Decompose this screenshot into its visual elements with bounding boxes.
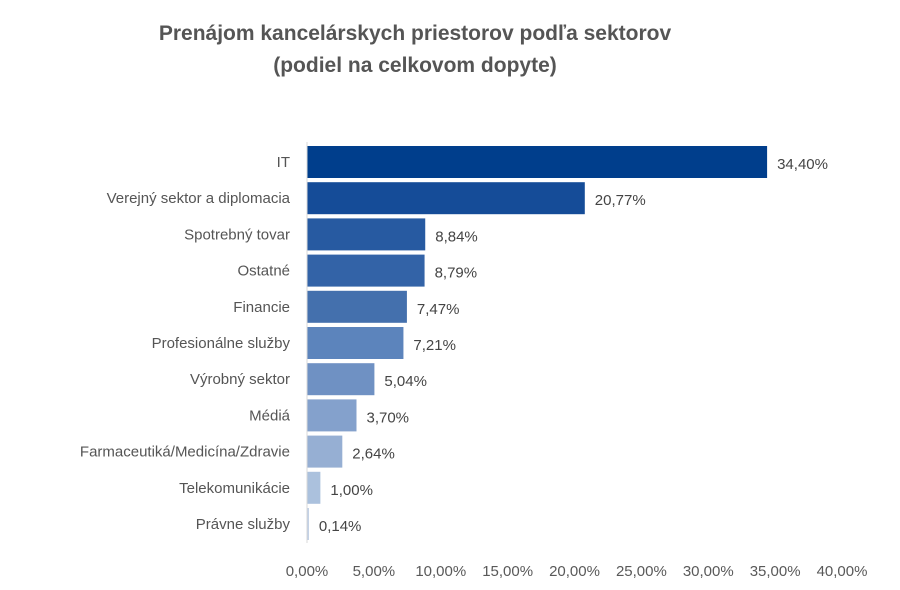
bar bbox=[307, 363, 375, 396]
category-label: Farmaceutiká/Medicína/Zdravie bbox=[80, 444, 290, 461]
data-label: 7,47% bbox=[417, 301, 460, 318]
bar bbox=[307, 435, 343, 468]
category-label: Verejný sektor a diplomacia bbox=[107, 190, 291, 207]
x-tick-label: 5,00% bbox=[353, 563, 396, 580]
data-label: 8,84% bbox=[435, 228, 478, 245]
bar bbox=[307, 399, 357, 432]
data-label: 3,70% bbox=[366, 409, 409, 426]
data-label: 0,14% bbox=[319, 518, 362, 535]
x-tick-label: 20,00% bbox=[549, 563, 600, 580]
category-label: Telekomunikácie bbox=[179, 480, 290, 497]
data-label: 8,79% bbox=[435, 265, 478, 282]
category-label: Ostatné bbox=[237, 263, 290, 280]
category-label: IT bbox=[277, 154, 290, 171]
chart-title-block: Prenájom kancelárskych priestorov podľa … bbox=[0, 18, 830, 82]
x-tick-label: 25,00% bbox=[616, 563, 667, 580]
data-label: 34,40% bbox=[777, 156, 828, 173]
category-label: Spotrebný tovar bbox=[184, 226, 290, 243]
x-tick-label: 35,00% bbox=[750, 563, 801, 580]
bar bbox=[307, 218, 426, 251]
bar bbox=[307, 327, 404, 359]
category-label: Právne služby bbox=[196, 516, 291, 533]
bar bbox=[307, 471, 321, 504]
data-label: 7,21% bbox=[413, 337, 456, 354]
bar bbox=[307, 508, 309, 540]
x-tick-label: 30,00% bbox=[683, 563, 734, 580]
data-label: 20,77% bbox=[595, 192, 646, 209]
bar bbox=[307, 290, 407, 323]
data-label: 5,04% bbox=[384, 373, 427, 390]
chart-title: Prenájom kancelárskych priestorov podľa … bbox=[158, 22, 672, 45]
bar bbox=[307, 146, 768, 178]
x-tick-label: 40,00% bbox=[817, 563, 868, 580]
x-tick-label: 15,00% bbox=[482, 563, 533, 580]
data-label: 1,00% bbox=[330, 482, 373, 499]
x-tick-label: 10,00% bbox=[415, 563, 466, 580]
bar bbox=[307, 182, 585, 215]
chart-subtitle: (podiel na celkovom dopyte) bbox=[273, 54, 557, 77]
x-tick-label: 0,00% bbox=[286, 563, 329, 580]
data-label: 2,64% bbox=[352, 446, 395, 463]
category-label: Výrobný sektor bbox=[190, 371, 290, 388]
bar bbox=[307, 254, 425, 287]
category-label: Financie bbox=[233, 299, 290, 316]
category-label: Profesionálne služby bbox=[152, 335, 291, 352]
category-label: Médiá bbox=[249, 407, 291, 424]
